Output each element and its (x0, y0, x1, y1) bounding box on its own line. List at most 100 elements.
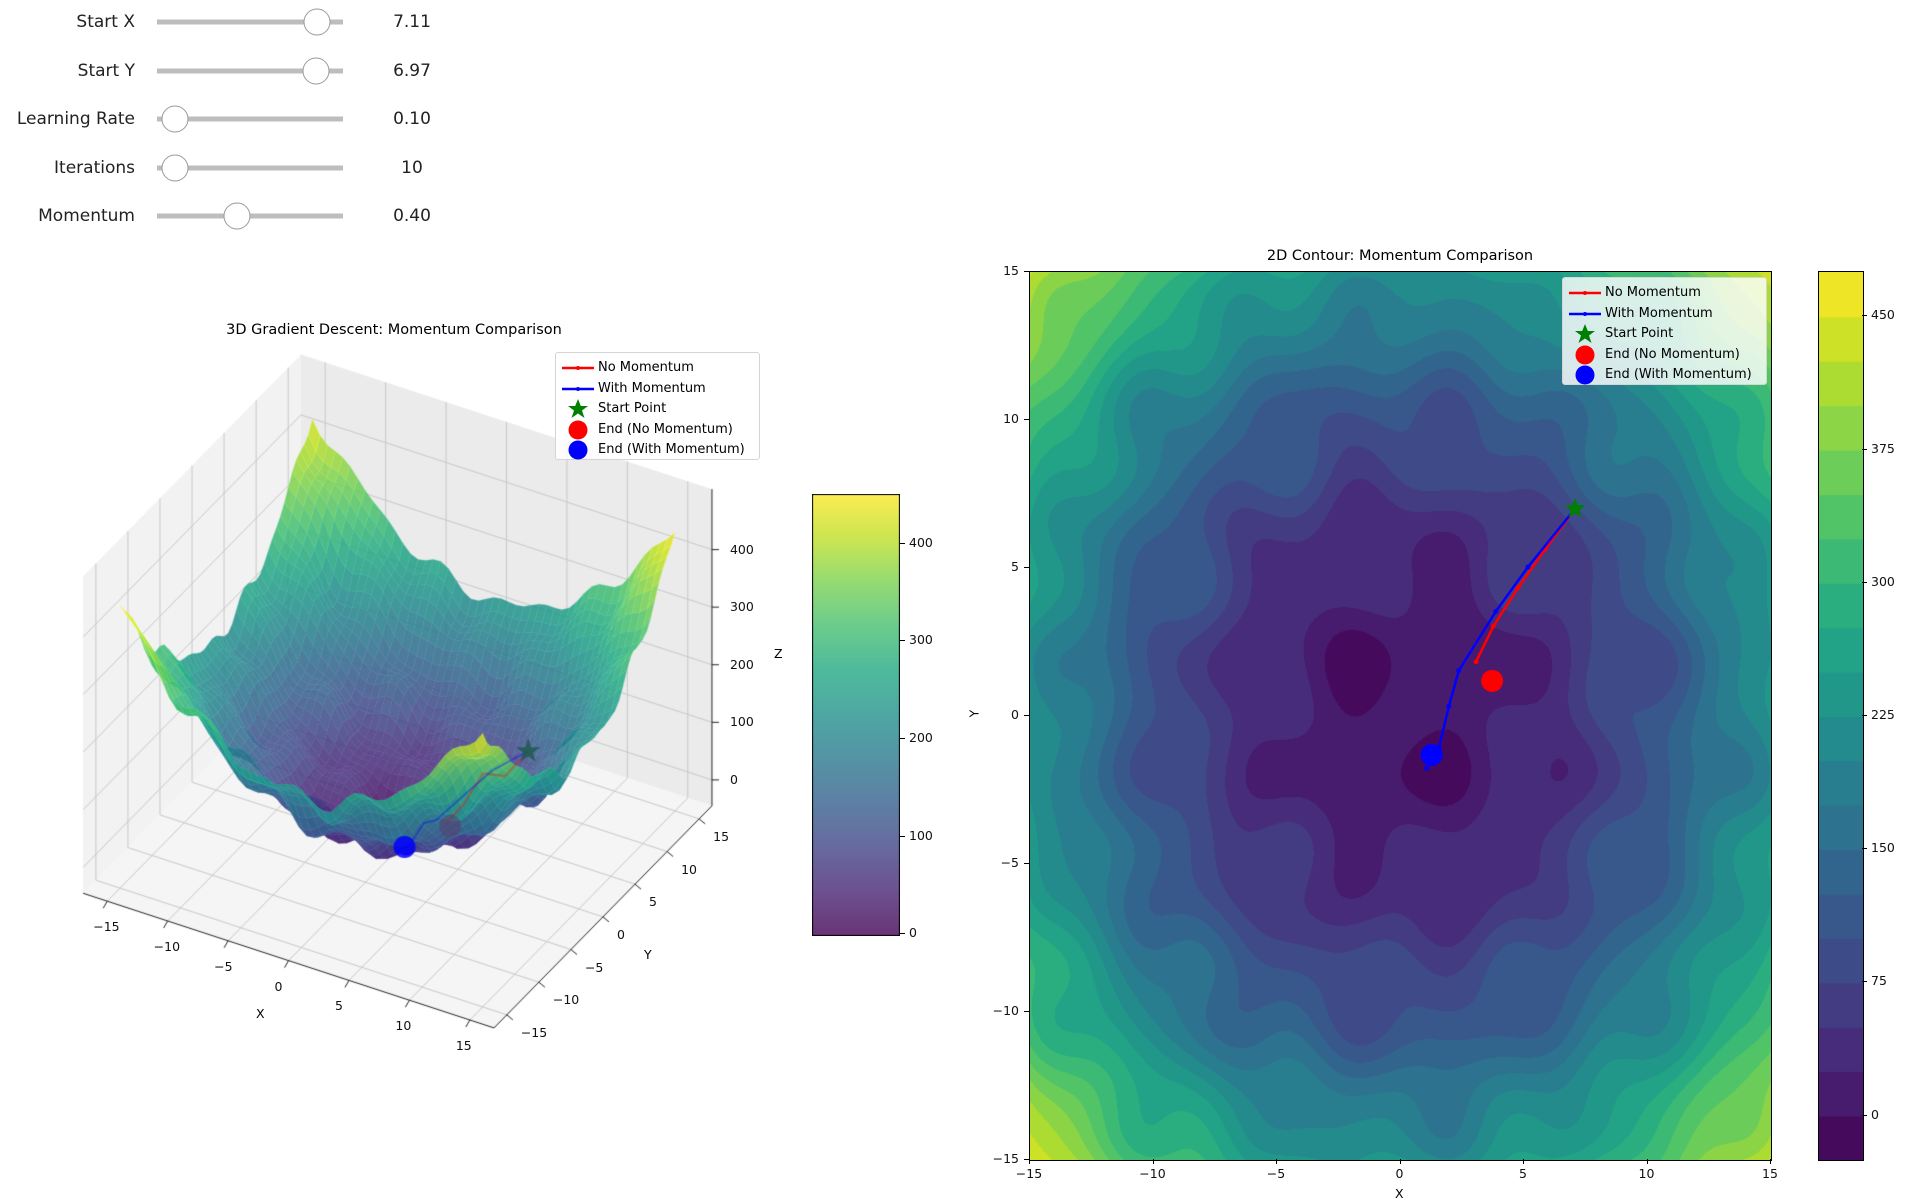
y-tick-label: 0 (616, 926, 625, 942)
x-tick-label: 15 (455, 1038, 472, 1053)
legend-label: With Momentum (1605, 305, 1713, 321)
slider-label: Start X (76, 12, 135, 32)
z-tick-label: 300 (729, 599, 754, 615)
z-tick-label: 200 (729, 656, 754, 672)
y-tick-label: −5 (584, 959, 604, 975)
path-point (1525, 564, 1531, 570)
contour-plot-title: 2D Contour: Momentum Comparison (1266, 248, 1534, 264)
legend-label: Start Point (598, 401, 667, 416)
x-tick-label: 15 (1762, 1166, 1778, 1181)
x-tick-label: 0 (274, 978, 283, 994)
y-tick-label: 15 (1003, 263, 1019, 278)
legend-star-icon (1575, 324, 1595, 343)
slider-label: Learning Rate (16, 109, 135, 129)
z-tick-label: 0 (729, 771, 738, 787)
legend-label: End (With Momentum) (598, 442, 745, 457)
surface-y-axis-label: Y (644, 947, 652, 962)
legend-label: Start Point (1605, 326, 1674, 341)
colorbar-tick-label: 75 (1871, 973, 1887, 989)
y-tick-label: −10 (992, 1003, 1019, 1018)
colorbar-tick-mark (900, 737, 905, 739)
colorbar-tick-mark (1862, 1114, 1867, 1116)
surface-plot-legend: No Momentum With Momentum Start Point End (… (555, 352, 760, 460)
x-tick-mark (1276, 1159, 1277, 1164)
x-tick-label: 0 (1395, 1166, 1404, 1181)
colorbar-tick-label: 375 (1871, 440, 1895, 456)
legend-line-icon (1569, 311, 1601, 316)
x-tick-label: 10 (395, 1018, 412, 1034)
path-point (1490, 623, 1496, 629)
x-tick-label: −5 (1266, 1166, 1286, 1181)
slider-thumb[interactable] (161, 105, 189, 133)
colorbar-tick-mark (1862, 448, 1867, 450)
colorbar-tick-mark (1862, 581, 1867, 583)
slider-thumb[interactable] (302, 57, 330, 85)
x-tick-label: 5 (1519, 1166, 1527, 1181)
surface-plot-canvas[interactable] (0, 340, 760, 1200)
legend-label: With Momentum (598, 380, 706, 396)
surface-z-axis-label: Z (774, 646, 783, 661)
contour-colorbar (1818, 271, 1864, 1161)
legend-label: End (No Momentum) (1605, 346, 1740, 362)
x-tick-mark (1399, 1159, 1401, 1164)
x-tick-mark (1770, 1159, 1771, 1164)
contour-y-axis-label: Y (966, 709, 982, 718)
z-tick-label: 100 (729, 714, 754, 730)
colorbar-tick-mark (900, 933, 905, 935)
y-tick-mark (1024, 271, 1029, 272)
x-tick-label: −5 (214, 958, 233, 974)
slider-track-iterations[interactable] (157, 165, 343, 171)
surface-plot-title: 3D Gradient Descent: Momentum Comparison (226, 322, 562, 338)
colorbar-tick-label: 400 (909, 534, 933, 550)
legend-circle-icon (568, 440, 588, 460)
y-tick-label: −15 (520, 1024, 548, 1040)
legend-label: No Momentum (598, 360, 694, 375)
slider-thumb[interactable] (303, 8, 331, 36)
y-tick-mark (1024, 1159, 1029, 1160)
colorbar-tick-label: 450 (1871, 307, 1895, 323)
legend-label: End (No Momentum) (598, 421, 733, 437)
slider-thumb[interactable] (223, 202, 251, 230)
y-tick-mark (1024, 1011, 1029, 1012)
y-tick-label: −5 (1000, 855, 1019, 870)
y-tick-label: 15 (713, 828, 730, 844)
x-tick-mark (1646, 1159, 1648, 1164)
y-tick-mark (1024, 715, 1029, 716)
colorbar-tick-mark (900, 640, 905, 642)
slider-track-learning-rate[interactable] (157, 116, 343, 122)
contour-plot-canvas[interactable] (1029, 271, 1772, 1161)
no-momentum-path (1474, 507, 1577, 663)
colorbar-tick-label: 300 (909, 632, 933, 648)
x-tick-label: 5 (334, 998, 343, 1014)
legend-star-icon (568, 399, 588, 418)
end-no-momentum-marker (1481, 669, 1504, 692)
colorbar-tick-label: 100 (909, 827, 933, 843)
path-point (1446, 703, 1452, 709)
x-tick-label: −15 (1015, 1166, 1043, 1181)
path-point (1473, 659, 1479, 665)
colorbar-tick-label: 200 (909, 729, 933, 745)
y-tick-label: 0 (1011, 707, 1019, 722)
slider-track-start-y[interactable] (157, 68, 343, 74)
slider-label: Iterations (54, 158, 135, 178)
x-tick-mark (1029, 1159, 1030, 1164)
x-tick-label: −10 (153, 938, 181, 954)
y-tick-label: 10 (1003, 411, 1019, 426)
slider-value: 10 (401, 158, 423, 178)
surface-x-axis-label: X (256, 1006, 265, 1021)
y-tick-label: 5 (649, 894, 657, 910)
colorbar-tick-mark (900, 835, 905, 837)
colorbar-tick-label: 150 (1871, 840, 1895, 856)
colorbar-tick-mark (900, 542, 905, 544)
slider-track-start-x[interactable] (157, 19, 343, 25)
slider-thumb[interactable] (161, 154, 189, 182)
slider-value: 7.11 (393, 12, 431, 32)
y-tick-label: −15 (992, 1151, 1019, 1166)
y-tick-label: 10 (681, 861, 697, 877)
legend-label: End (With Momentum) (1605, 367, 1752, 382)
legend-line-icon (1569, 291, 1601, 295)
path-point (1515, 585, 1521, 591)
x-tick-mark (1523, 1159, 1524, 1164)
path-point (1456, 668, 1462, 674)
legend-circle-icon (568, 420, 588, 439)
